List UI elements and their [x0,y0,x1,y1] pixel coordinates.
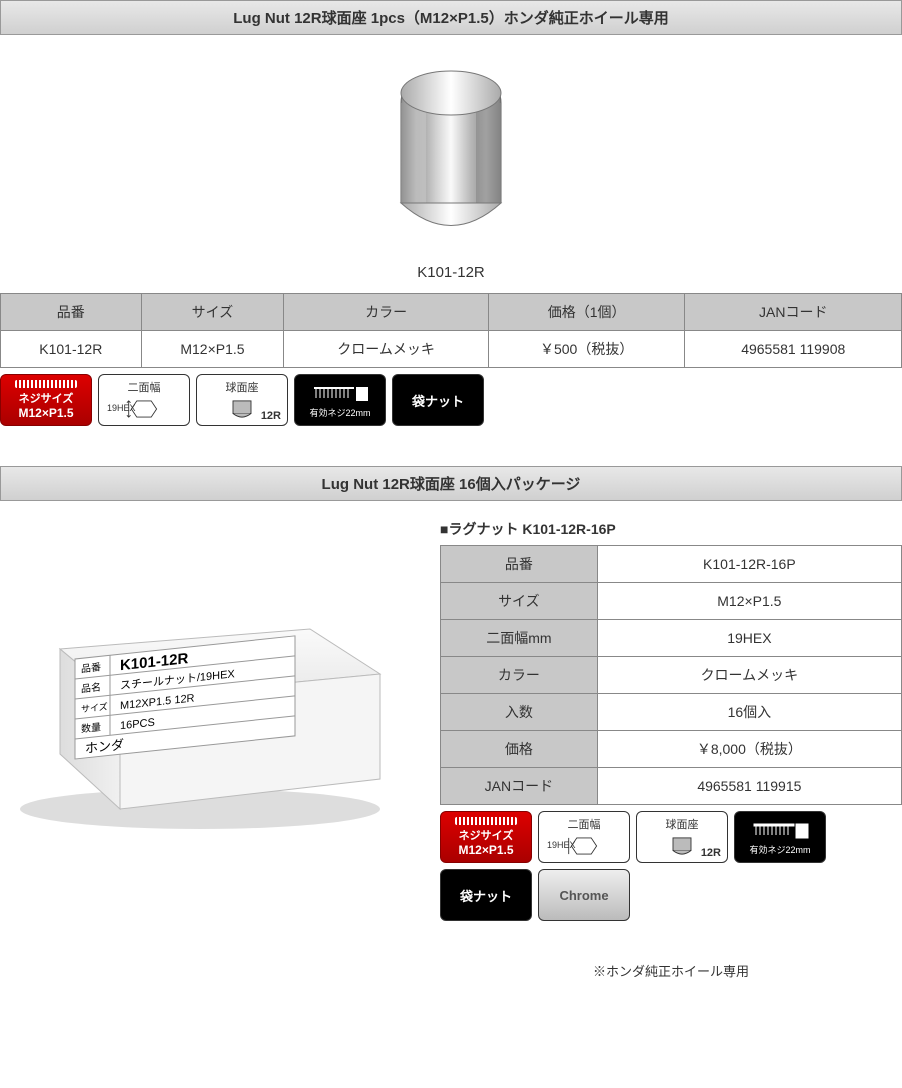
badge-label: 球面座 [226,379,259,395]
badge-effective-thread: 有効ネジ22mm [734,811,826,863]
td: K101-12R-16P [597,546,901,583]
badge-value: 袋ナット [412,391,464,410]
footnote: ※ホンダ純正ホイール専用 [440,961,902,980]
badge-label: 二面幅 [128,379,161,395]
td: クロームメッキ [284,331,488,368]
th: カラー [441,657,598,694]
th: 価格 [441,731,598,768]
badges-row-2b: 袋ナット Chrome [440,869,902,921]
badge-hex: 二面幅 19HEX [538,811,630,863]
badge-label: ネジサイズ [19,390,74,406]
badge-value: 12R [261,410,281,422]
badge-bag-nut: 袋ナット [392,374,484,426]
section1-title: Lug Nut 12R球面座 1pcs（M12×P1.5）ホンダ純正ホイール専用 [0,0,902,35]
th: 品番 [441,546,598,583]
product-image [0,53,902,258]
badge-thread-size: ネジサイズ M12×P1.5 [0,374,92,426]
th: 二面幅mm [441,620,598,657]
spec-table-1: 品番 サイズ カラー 価格（1個） JANコード K101-12R M12×P1… [0,293,902,368]
td: 4965581 119908 [685,331,902,368]
badge-effective-thread: 有効ネジ22mm [294,374,386,426]
badge-label: 球面座 [666,816,699,832]
td: ￥8,000（税抜） [597,731,901,768]
badge-value: 19HEX [107,403,136,413]
badge-chrome: Chrome [538,869,630,921]
td: 19HEX [597,620,901,657]
spec-table-2: 品番K101-12R-16P サイズM12×P1.5 二面幅mm19HEX カラ… [440,545,902,805]
badge-value: 有効ネジ22mm [309,406,370,419]
th: サイズ [441,583,598,620]
badge-thread-size: ネジサイズ M12×P1.5 [440,811,532,863]
badge-value: M12×P1.5 [18,406,73,420]
section2-subhead: ■ラグナット K101-12R-16P [440,519,902,539]
badge-value: 有効ネジ22mm [749,843,810,856]
badge-value: M12×P1.5 [458,843,513,857]
badge-hex: 二面幅 19HEX [98,374,190,426]
product-caption: K101-12R [0,264,902,281]
td: M12×P1.5 [141,331,284,368]
section2-title: Lug Nut 12R球面座 16個入パッケージ [0,466,902,501]
td: M12×P1.5 [597,583,901,620]
badge-value: 12R [701,847,721,859]
badges-row-1: ネジサイズ M12×P1.5 二面幅 19HEX 球面座 12R 有効ネジ22m… [0,374,902,426]
th: 価格（1個） [488,294,685,331]
th: JANコード [685,294,902,331]
th: カラー [284,294,488,331]
th: 入数 [441,694,598,731]
package-image: 品番 K101-12R 品名 スチールナット/19HEX サイズ M12XP1.… [0,519,420,844]
badges-row-2: ネジサイズ M12×P1.5 二面幅 19HEX 球面座 12R 有効ネジ22m… [440,811,902,863]
badge-value: Chrome [559,888,608,903]
td: ￥500（税抜） [488,331,685,368]
svg-text:品番: 品番 [81,661,101,675]
td: クロームメッキ [597,657,901,694]
th: JANコード [441,768,598,805]
badge-label: 二面幅 [568,816,601,832]
badge-value: 19HEX [547,840,576,850]
badge-sphere: 球面座 12R [636,811,728,863]
th: サイズ [141,294,284,331]
td: K101-12R [1,331,142,368]
badge-value: 袋ナット [460,886,512,905]
badge-sphere: 球面座 12R [196,374,288,426]
td: 16個入 [597,694,901,731]
badge-bag-nut: 袋ナット [440,869,532,921]
th: 品番 [1,294,142,331]
badge-label: ネジサイズ [459,827,514,843]
td: 4965581 119915 [597,768,901,805]
